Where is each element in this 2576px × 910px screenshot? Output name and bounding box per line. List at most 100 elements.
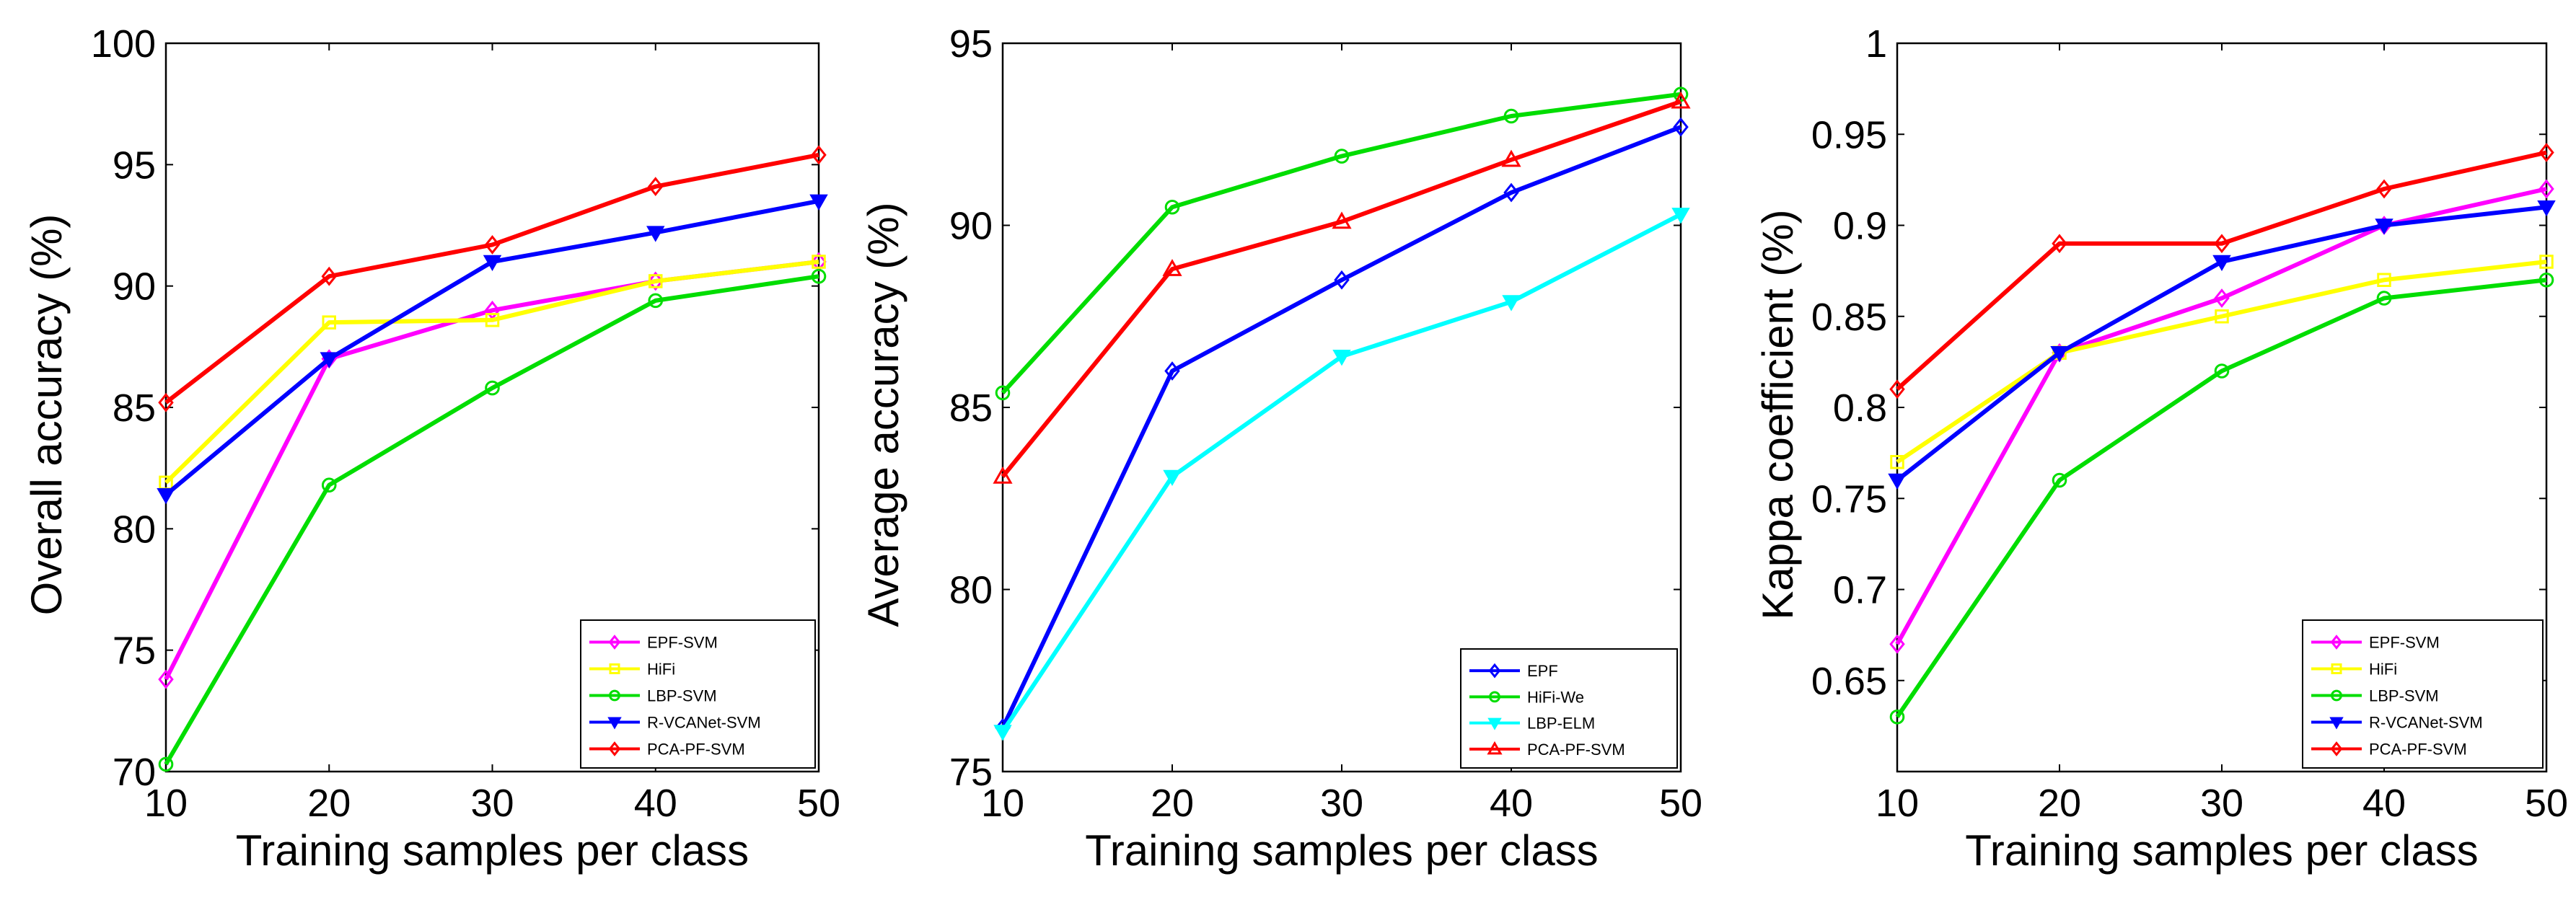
legend-label: EPF-SVM bbox=[647, 634, 718, 652]
data-point bbox=[1671, 91, 1691, 109]
legend-marker bbox=[2331, 689, 2342, 702]
series-r-vcanet-svm bbox=[157, 194, 828, 505]
legend-label: HiFi-We bbox=[1527, 688, 1584, 706]
data-point bbox=[2214, 288, 2230, 308]
y-tick-label: 0.65 bbox=[1811, 660, 1887, 703]
data-point bbox=[1889, 379, 1905, 399]
legend-label: PCA-PF-SVM bbox=[2369, 741, 2467, 759]
y-tick-label: 0.8 bbox=[1833, 386, 1887, 430]
series-line bbox=[1895, 150, 2547, 391]
data-point bbox=[648, 293, 664, 309]
data-point bbox=[1501, 149, 1521, 167]
legend-label: PCA-PF-SVM bbox=[647, 741, 745, 759]
legend-marker bbox=[608, 741, 621, 756]
data-point bbox=[1334, 270, 1350, 290]
y-tick-label: 0.75 bbox=[1811, 477, 1887, 521]
y-tick-label: 95 bbox=[949, 22, 993, 66]
data-point bbox=[1503, 108, 1519, 124]
series-line bbox=[1895, 187, 2547, 645]
legend-label: EPF bbox=[1527, 662, 1558, 680]
data-point bbox=[811, 145, 827, 165]
legend-label: HiFi bbox=[2369, 661, 2397, 679]
data-point bbox=[2538, 143, 2554, 162]
series-line bbox=[1001, 99, 1682, 478]
y-tick-label: 80 bbox=[949, 569, 993, 612]
data-point bbox=[2537, 200, 2556, 217]
series-lbp-svm bbox=[158, 268, 827, 772]
data-point bbox=[1164, 199, 1180, 215]
data-point bbox=[1502, 295, 1521, 312]
data-point bbox=[1164, 361, 1180, 381]
data-point bbox=[2214, 363, 2230, 379]
series-line bbox=[164, 260, 819, 485]
data-point bbox=[158, 392, 174, 412]
series-line bbox=[1896, 260, 2547, 464]
legend: EPF-SVM HiFi LBP-SVM R-VCANet-SVM PCA-PF-SVM bbox=[2302, 619, 2544, 769]
series-line bbox=[1896, 205, 2547, 482]
series-pca-pf-svm bbox=[158, 145, 827, 412]
series-line bbox=[164, 152, 819, 405]
legend-marker bbox=[2330, 635, 2343, 650]
data-point bbox=[812, 255, 826, 269]
x-tick-label: 40 bbox=[1490, 782, 1533, 825]
series-pca-pf-svm bbox=[993, 91, 1691, 484]
data-point bbox=[648, 177, 664, 197]
y-tick-label: 0.85 bbox=[1811, 296, 1887, 339]
data-point bbox=[1332, 211, 1352, 229]
data-point bbox=[2214, 234, 2230, 254]
data-point bbox=[811, 268, 827, 284]
x-tick-label: 40 bbox=[2362, 782, 2406, 825]
data-point bbox=[2215, 309, 2229, 324]
data-point bbox=[995, 385, 1011, 401]
y-axis-label: Overall accuracy (%) bbox=[22, 214, 71, 616]
series-r-vcanet-svm bbox=[1888, 200, 2556, 490]
data-point bbox=[321, 477, 337, 493]
data-point bbox=[483, 255, 502, 272]
y-tick-label: 0.7 bbox=[1833, 569, 1887, 612]
data-point bbox=[2376, 179, 2392, 199]
chart-panel-3: 0.65 0.7 0.75 0.8 0.85 0.9 0.95 1 10 20 30 40 50 Trai… bbox=[1754, 22, 2568, 875]
x-tick-label: 50 bbox=[2525, 782, 2568, 825]
data-point bbox=[1889, 634, 1905, 654]
x-axis-label: Training samples per class bbox=[236, 826, 749, 875]
x-tick-label: 50 bbox=[1659, 782, 1702, 825]
series-lbp-svm bbox=[1889, 272, 2554, 725]
y-tick-label: 70 bbox=[113, 751, 156, 794]
legend: EPF-SVM HiFi LBP-SVM R-VCANet-SVM PCA-PF-SVM bbox=[580, 619, 816, 769]
series-hifi bbox=[1890, 255, 2554, 469]
x-axis-label: Training samples per class bbox=[1085, 826, 1598, 875]
data-point bbox=[158, 669, 174, 689]
data-point bbox=[2050, 346, 2069, 363]
y-tick-label: 80 bbox=[113, 508, 156, 551]
data-point bbox=[1889, 709, 1905, 725]
x-tick-label: 20 bbox=[307, 782, 351, 825]
legend-marker bbox=[1488, 663, 1501, 679]
data-point bbox=[1888, 473, 1907, 490]
legend-label: PCA-PF-SVM bbox=[1527, 741, 1625, 759]
data-point bbox=[2376, 291, 2392, 306]
series-line bbox=[1895, 278, 2547, 718]
legend-marker bbox=[609, 663, 620, 674]
y-axis-label: Kappa coefficient (%) bbox=[1754, 209, 1802, 619]
series-hifi-we bbox=[995, 87, 1689, 401]
y-tick-label: 0.9 bbox=[1833, 205, 1887, 248]
y-tick-label: 100 bbox=[91, 22, 156, 66]
series-line bbox=[1001, 125, 1682, 729]
data-point bbox=[993, 725, 1012, 741]
y-tick-label: 95 bbox=[113, 143, 156, 187]
data-point bbox=[1163, 469, 1182, 486]
data-point bbox=[2377, 273, 2391, 287]
data-point bbox=[1162, 259, 1182, 276]
data-point bbox=[2538, 179, 2554, 199]
data-point bbox=[1673, 87, 1689, 102]
data-point bbox=[1673, 117, 1689, 137]
data-point bbox=[321, 266, 337, 286]
legend-marker bbox=[2330, 741, 2343, 756]
data-point bbox=[1890, 455, 1904, 469]
legend-marker bbox=[2331, 663, 2342, 674]
legend-label: LBP-SVM bbox=[2369, 687, 2439, 705]
data-point bbox=[993, 466, 1013, 484]
data-point bbox=[2212, 255, 2231, 272]
series-line bbox=[164, 274, 819, 766]
